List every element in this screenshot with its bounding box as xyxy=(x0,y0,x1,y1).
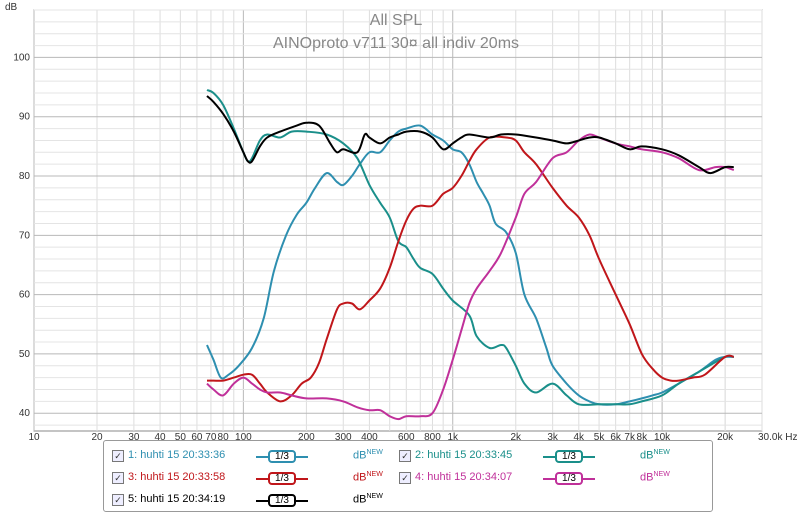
y-axis-label: dB xyxy=(5,2,18,13)
x-tick-label: 20 xyxy=(91,432,103,440)
legend-unit[interactable]: dBNEW xyxy=(640,449,670,462)
x-tick-label: 600 xyxy=(398,432,415,440)
series-line-1 xyxy=(206,124,734,406)
x-tick-label: 70 xyxy=(205,432,217,440)
y-tick-label: 100 xyxy=(13,52,30,63)
legend-unit[interactable]: dBNEW xyxy=(353,493,383,506)
y-tick-label: 90 xyxy=(19,112,31,123)
x-tick-label: 8k xyxy=(637,432,649,440)
x-tick-label: 40 xyxy=(154,432,166,440)
series-line-4 xyxy=(206,133,735,421)
x-tick-label: 20k xyxy=(717,432,734,440)
x-tick-label: 4k xyxy=(574,432,586,440)
legend-label: 5: huhti 15 20:34:19 xyxy=(128,493,226,505)
x-axis-ticks: 10 20 30 40 50 60 70 80 100 200 300 400 600 800 1k 2k 3k… xyxy=(28,432,797,440)
legend-label: 2: huhti 15 20:33:45 xyxy=(415,449,513,461)
x-tick-label: 80 xyxy=(218,432,230,440)
legend-label: 3: huhti 15 20:33:58 xyxy=(128,471,226,483)
y-tick-label: 80 xyxy=(19,171,31,182)
y-tick-label: 60 xyxy=(19,290,31,301)
x-tick-label: 2k xyxy=(510,432,522,440)
legend: ✓ 1: huhti 15 20:33:36 1/3 dBNEW ✓ 2: huhti 1… xyxy=(103,440,713,512)
x-tick-label: 100 xyxy=(235,432,252,440)
legend-unit[interactable]: dBNEW xyxy=(353,449,383,462)
x-tick-label: 30,0k Hz xyxy=(758,432,797,440)
grid xyxy=(33,9,763,431)
chart-subtitle: AINOproto v711 30¤ all indiv 20ms xyxy=(273,35,519,52)
legend-item-1: ✓ 1: huhti 15 20:33:36 1/3 dBNEW xyxy=(112,448,392,466)
x-tick-label: 800 xyxy=(424,432,441,440)
x-tick-label: 1k xyxy=(447,432,459,440)
x-tick-label: 50 xyxy=(175,432,187,440)
x-tick-label: 5k xyxy=(594,432,606,440)
y-tick-label: 70 xyxy=(19,230,31,241)
curves xyxy=(206,89,735,421)
smoothing-button[interactable]: 1/3 xyxy=(268,450,296,463)
legend-checkbox[interactable]: ✓ xyxy=(112,472,124,484)
x-tick-label: 60 xyxy=(191,432,203,440)
legend-checkbox[interactable]: ✓ xyxy=(112,450,124,462)
x-tick-label: 400 xyxy=(361,432,378,440)
series-line-3 xyxy=(206,135,735,403)
legend-item-4: ✓ 4: huhti 15 20:34:07 1/3 dBNEW xyxy=(399,470,679,488)
legend-unit[interactable]: dBNEW xyxy=(640,471,670,484)
legend-item-5: ✓ 5: huhti 15 20:34:19 1/3 dBNEW xyxy=(112,492,392,510)
x-tick-label: 6k xyxy=(610,432,622,440)
y-tick-label: 50 xyxy=(19,349,31,360)
plot-background xyxy=(33,9,763,432)
y-axis-ticks: 40 50 60 70 80 90 100 xyxy=(13,52,30,419)
x-tick-label: 7k xyxy=(624,432,636,440)
legend-checkbox[interactable]: ✓ xyxy=(399,472,411,484)
smoothing-button[interactable]: 1/3 xyxy=(268,472,296,485)
legend-item-3: ✓ 3: huhti 15 20:33:58 1/3 dBNEW xyxy=(112,470,392,488)
x-tick-label: 300 xyxy=(335,432,352,440)
x-tick-label: 200 xyxy=(298,432,315,440)
legend-label: 1: huhti 15 20:33:36 xyxy=(128,449,226,461)
smoothing-button[interactable]: 1/3 xyxy=(555,472,583,485)
y-tick-label: 40 xyxy=(19,408,31,419)
legend-label: 4: huhti 15 20:34:07 xyxy=(415,471,513,483)
smoothing-button[interactable]: 1/3 xyxy=(268,494,296,507)
x-tick-label: 3k xyxy=(547,432,559,440)
x-tick-label: 10k xyxy=(654,432,671,440)
x-tick-label: 30 xyxy=(128,432,140,440)
chart-title: All SPL xyxy=(370,12,423,29)
smoothing-button[interactable]: 1/3 xyxy=(555,450,583,463)
legend-checkbox[interactable]: ✓ xyxy=(399,450,411,462)
series-line-2 xyxy=(206,89,734,406)
legend-unit[interactable]: dBNEW xyxy=(353,471,383,484)
series-line-5 xyxy=(206,95,734,175)
x-tick-label: 10 xyxy=(28,432,40,440)
legend-checkbox[interactable]: ✓ xyxy=(112,494,124,506)
legend-item-2: ✓ 2: huhti 15 20:33:45 1/3 dBNEW xyxy=(399,448,679,466)
